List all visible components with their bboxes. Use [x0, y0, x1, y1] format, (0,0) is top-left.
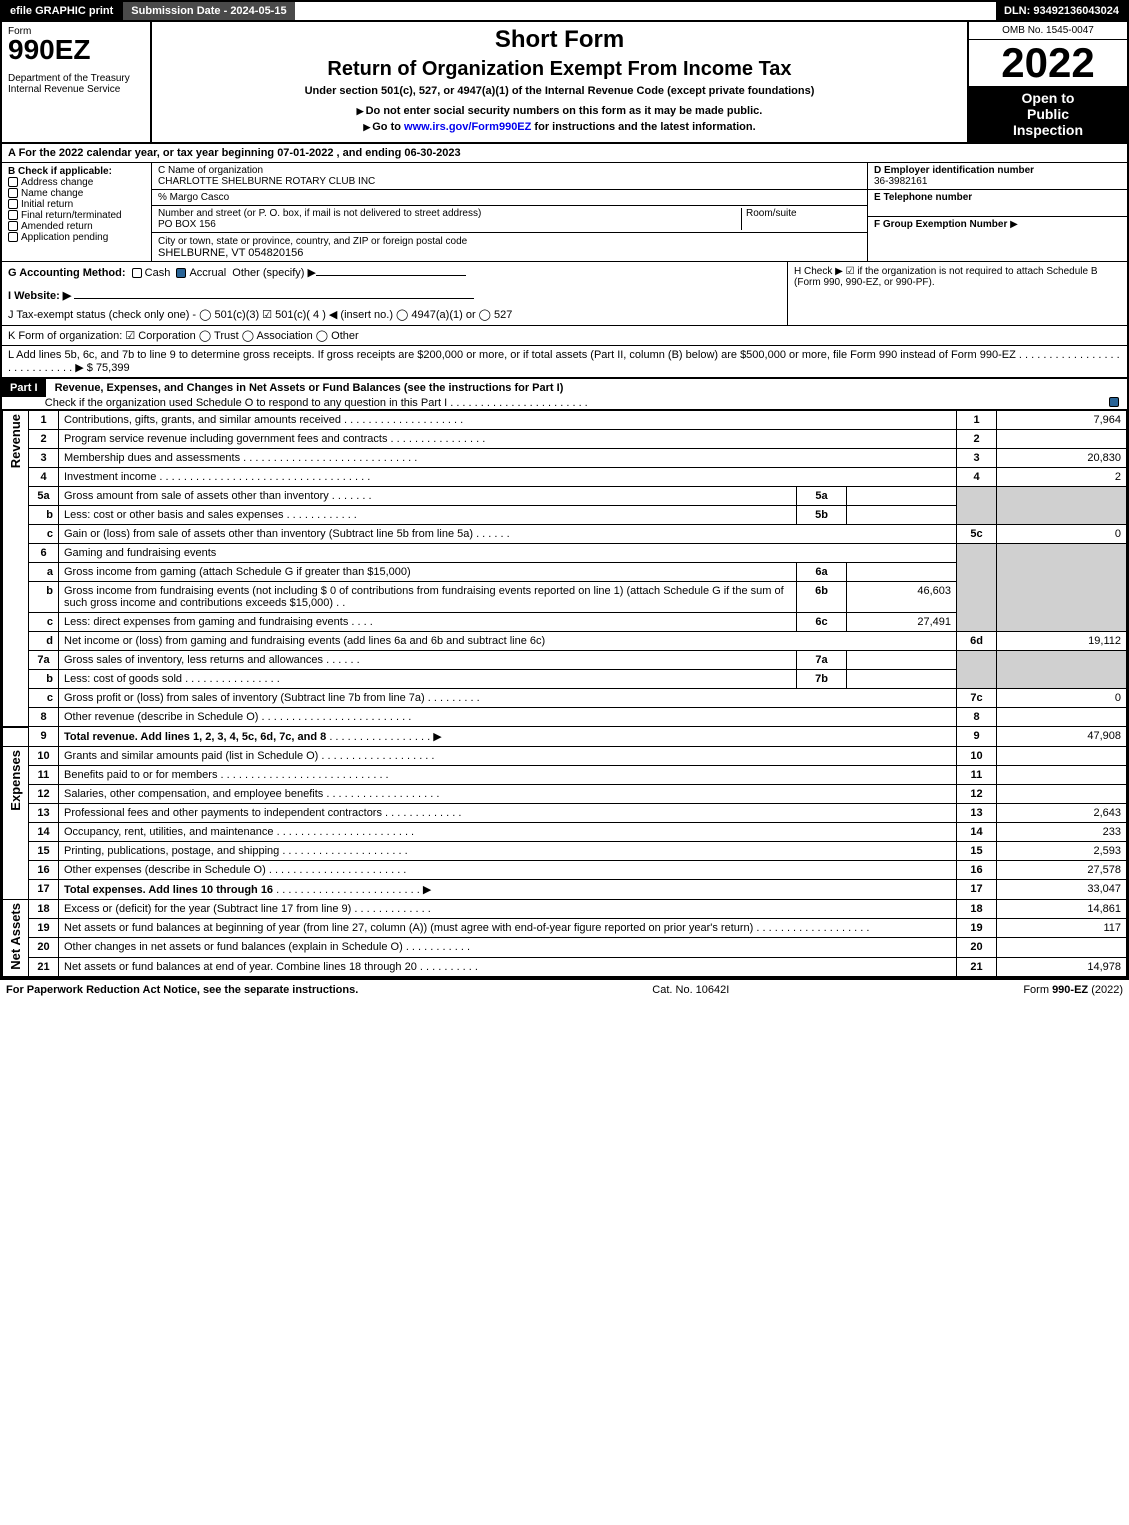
website-input[interactable]: [74, 298, 474, 299]
form-container: Form 990EZ Department of the Treasury In…: [0, 22, 1129, 979]
g-label: G Accounting Method:: [8, 267, 126, 279]
title-short-form: Short Form: [156, 26, 963, 54]
street-address: PO BOX 156: [158, 219, 216, 230]
amt-20: [997, 938, 1127, 957]
subtitle: Under section 501(c), 527, or 4947(a)(1)…: [156, 85, 963, 97]
amt-11: [997, 766, 1127, 785]
check-name-change[interactable]: [8, 188, 18, 198]
line-a-tax-year: A For the 2022 calendar year, or tax yea…: [2, 144, 1127, 163]
top-bar: efile GRAPHIC print Submission Date - 20…: [0, 0, 1129, 22]
efile-print-button[interactable]: efile GRAPHIC print: [2, 2, 121, 20]
c-label: C Name of organization: [158, 165, 263, 176]
d-label: D Employer identification number: [874, 165, 1034, 176]
check-final-return[interactable]: [8, 210, 18, 220]
room-label: Room/suite: [746, 208, 797, 219]
amt-6b: 46,603: [847, 582, 957, 613]
amt-14: 233: [997, 823, 1127, 842]
amt-4: 2: [997, 468, 1127, 487]
side-net-assets: Net Assets: [8, 903, 23, 970]
l-gross-receipts: L Add lines 5b, 6c, and 7b to line 9 to …: [2, 346, 1127, 378]
j-tax-exempt: J Tax-exempt status (check only one) - ◯…: [8, 309, 512, 321]
amt-3: 20,830: [997, 449, 1127, 468]
amt-13: 2,643: [997, 804, 1127, 823]
amt-17: 33,047: [997, 880, 1127, 900]
goto-pre: Go to: [372, 121, 404, 133]
section-b-label: B Check if applicable:: [8, 166, 112, 177]
dept-treasury: Department of the Treasury: [8, 73, 130, 84]
amt-9: 47,908: [997, 727, 1127, 747]
title-main: Return of Organization Exempt From Incom…: [156, 58, 963, 81]
amt-21: 14,978: [997, 957, 1127, 976]
f-arrow: ▶: [1010, 219, 1018, 230]
amt-18: 14,861: [997, 900, 1127, 919]
submission-date: Submission Date - 2024-05-15: [121, 2, 294, 20]
h-schedule-b: H Check ▶ ☑ if the organization is not r…: [787, 262, 1127, 325]
check-amended-return[interactable]: [8, 221, 18, 231]
row-gh: G Accounting Method: Cash Accrual Other …: [2, 262, 1127, 326]
check-accrual[interactable]: [176, 268, 186, 278]
city-state-zip: SHELBURNE, VT 054820156: [158, 247, 303, 259]
amt-15: 2,593: [997, 842, 1127, 861]
dln: DLN: 93492136043024: [996, 2, 1127, 20]
ledger-table: Revenue 1Contributions, gifts, grants, a…: [2, 410, 1127, 977]
amt-16: 27,578: [997, 861, 1127, 880]
city-label: City or town, state or province, country…: [158, 236, 467, 247]
check-address-change[interactable]: [8, 177, 18, 187]
org-name: CHARLOTTE SHELBURNE ROTARY CLUB INC: [158, 176, 375, 187]
e-label: E Telephone number: [874, 192, 972, 203]
care-of: % Margo Casco: [152, 190, 867, 206]
amt-19: 117: [997, 919, 1127, 938]
side-revenue: Revenue: [8, 414, 23, 468]
addr-label: Number and street (or P. O. box, if mail…: [158, 208, 481, 219]
check-application-pending[interactable]: [8, 232, 18, 242]
omb-number: OMB No. 1545-0047: [969, 22, 1127, 40]
irs-link[interactable]: www.irs.gov/Form990EZ: [404, 121, 531, 133]
paperwork-notice: For Paperwork Reduction Act Notice, see …: [6, 984, 358, 996]
tax-year: 2022: [969, 40, 1127, 86]
amt-6c: 27,491: [847, 613, 957, 632]
header-info-grid: B Check if applicable: Address change Na…: [2, 163, 1127, 262]
amt-10: [997, 747, 1127, 766]
amt-8: [997, 708, 1127, 727]
i-label: I Website: ▶: [8, 290, 71, 302]
check-initial-return[interactable]: [8, 199, 18, 209]
amt-1: 7,964: [997, 411, 1127, 430]
goto-post: for instructions and the latest informat…: [531, 121, 755, 133]
f-label: F Group Exemption Number: [874, 219, 1007, 230]
page-footer: For Paperwork Reduction Act Notice, see …: [0, 979, 1129, 1000]
check-cash[interactable]: [132, 268, 142, 278]
check-schedule-o[interactable]: [1109, 397, 1119, 407]
form-ref: Form 990-EZ (2022): [1023, 984, 1123, 996]
ssn-note: Do not enter social security numbers on …: [366, 105, 763, 117]
amt-7c: 0: [997, 689, 1127, 708]
amt-12: [997, 785, 1127, 804]
amt-5c: 0: [997, 525, 1127, 544]
open-public-inspection: Open toPublicInspection: [969, 86, 1127, 142]
k-form-org: K Form of organization: ☑ Corporation ◯ …: [2, 326, 1127, 346]
ein: 36-3982161: [874, 176, 927, 187]
dept-irs: Internal Revenue Service: [8, 84, 120, 95]
part-i-header: Part I Revenue, Expenses, and Changes in…: [2, 378, 1127, 410]
side-expenses: Expenses: [8, 750, 23, 811]
form-number: 990EZ: [8, 34, 91, 65]
form-header: Form 990EZ Department of the Treasury In…: [2, 22, 1127, 144]
amt-2: [997, 430, 1127, 449]
cat-no: Cat. No. 10642I: [652, 984, 729, 996]
amt-6d: 19,112: [997, 632, 1127, 651]
